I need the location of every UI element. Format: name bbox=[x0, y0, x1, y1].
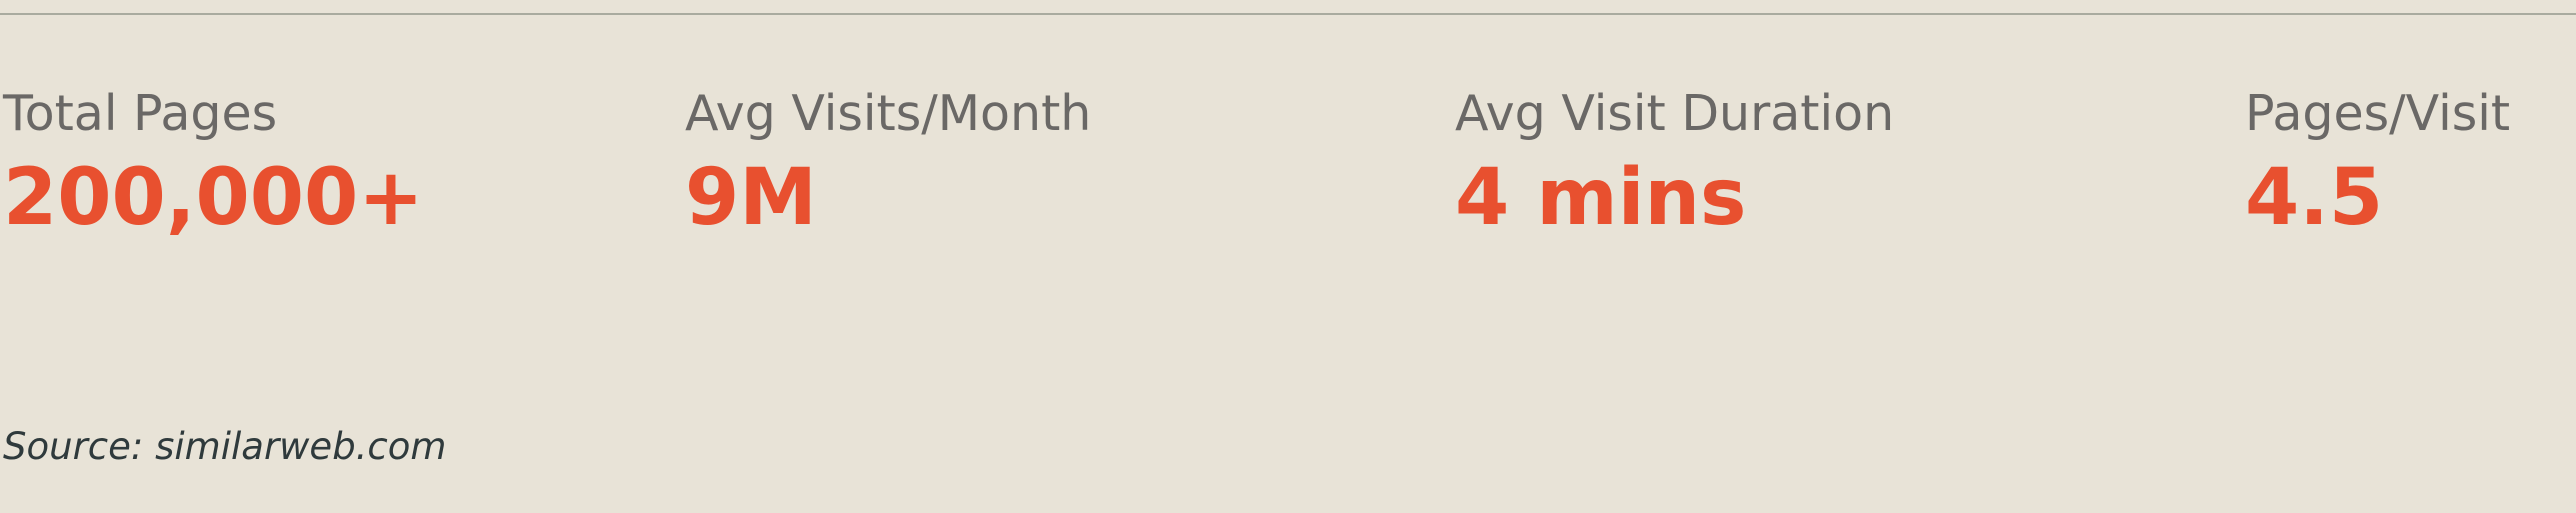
stat-avg-visits-month: Avg Visits/Month 9M bbox=[685, 86, 1091, 244]
stat-label: Avg Visits/Month bbox=[685, 85, 1092, 142]
stat-value: 9M bbox=[685, 153, 817, 243]
stat-label: Pages/Visit bbox=[2245, 85, 2511, 142]
source-note: Source: similarweb.com bbox=[3, 425, 447, 468]
stat-value: 4 mins bbox=[1455, 153, 1747, 243]
top-divider bbox=[0, 13, 2576, 15]
stat-total-pages: Total Pages 200,000+ bbox=[3, 86, 424, 244]
stat-avg-visit-duration: Avg Visit Duration 4 mins bbox=[1455, 86, 1894, 244]
stat-label: Total Pages bbox=[3, 85, 278, 142]
stat-value: 4.5 bbox=[2245, 153, 2384, 243]
stat-label: Avg Visit Duration bbox=[1455, 85, 1895, 142]
stat-pages-per-visit: Pages/Visit 4.5 bbox=[2245, 86, 2510, 244]
stat-value: 200,000+ bbox=[3, 153, 424, 243]
